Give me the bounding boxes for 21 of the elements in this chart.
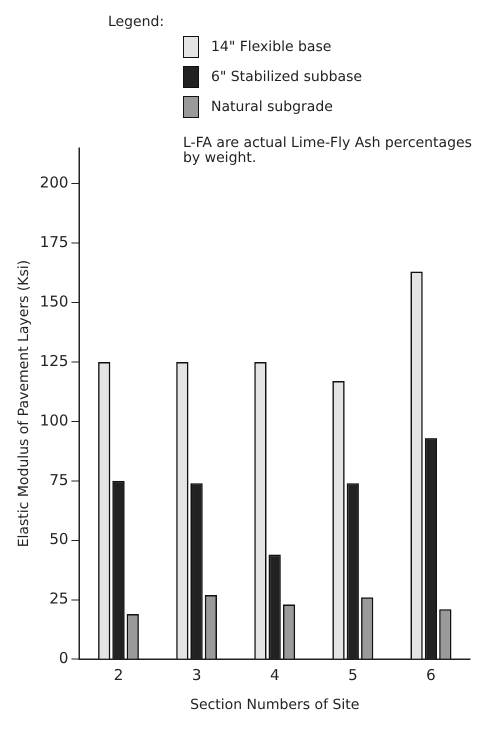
y-axis-title: Elastic Modulus of Pavement Layers (Ksi) (16, 260, 32, 548)
legend-label: Natural subgrade (211, 99, 333, 115)
y-tick-label: 0 (58, 649, 68, 668)
y-tick-label: 25 (49, 590, 68, 608)
y-tick-label: 50 (49, 530, 68, 548)
y-tick-label: 200 (40, 174, 68, 192)
y-tick-label: 75 (49, 470, 68, 489)
y-tick-label: 100 (40, 411, 68, 430)
legend-label: 6" Stabilized subbase (211, 69, 362, 85)
y-tick-label: 150 (40, 292, 68, 310)
x-tick-label: 6 (426, 666, 436, 684)
annotation: L-FA are actual Lime-Fly Ash percentages by weight. (183, 135, 473, 166)
x-axis-title: Section Numbers of Site (190, 697, 360, 714)
x-tick-label: 4 (270, 666, 280, 684)
x-tick-label: 5 (348, 666, 358, 684)
y-tick-label: 125 (40, 352, 68, 370)
x-tick-label: 3 (192, 666, 202, 684)
legend-title: Legend: (108, 14, 166, 30)
y-tick-label: 175 (40, 233, 68, 251)
legend-label: 14" Flexible base (211, 39, 332, 55)
x-tick-label: 2 (114, 666, 124, 684)
